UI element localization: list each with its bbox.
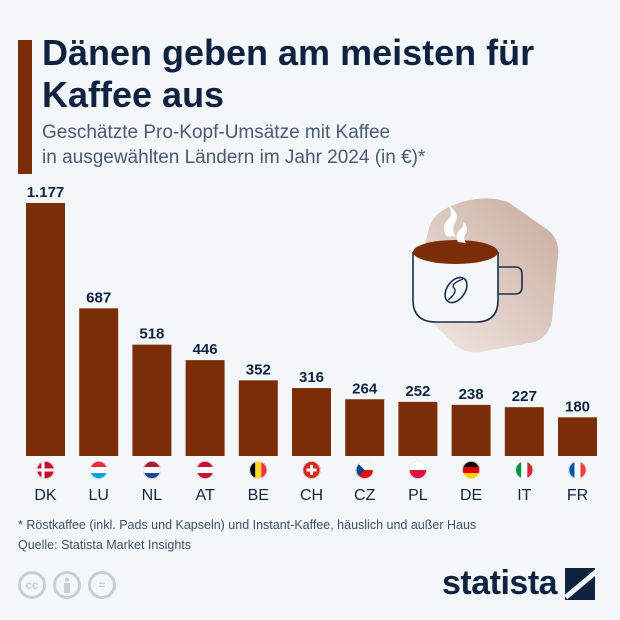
by-icon[interactable] bbox=[53, 571, 81, 599]
bar-DE bbox=[451, 404, 491, 456]
bar-IT bbox=[504, 407, 544, 456]
logo-mark-icon bbox=[565, 567, 596, 600]
bar-FR bbox=[558, 417, 597, 456]
value-label-AT: 446 bbox=[193, 341, 218, 358]
value-label-DK: 1.177 bbox=[27, 184, 65, 201]
bar-AT bbox=[185, 360, 225, 456]
category-label-DE: DE bbox=[460, 487, 482, 504]
cc-icon[interactable]: cc bbox=[18, 571, 46, 599]
logo-text: statista bbox=[442, 564, 558, 602]
footnote: * Röstkaffee (inkl. Pads und Kapseln) un… bbox=[18, 518, 477, 532]
category-label-FR: FR bbox=[567, 487, 588, 504]
value-label-NL: 518 bbox=[139, 326, 164, 343]
flag-BE-icon bbox=[249, 461, 268, 479]
value-label-CH: 316 bbox=[299, 369, 324, 386]
bar-CZ bbox=[345, 399, 385, 456]
category-label-NL: NL bbox=[142, 487, 163, 504]
coffee-bean-icon bbox=[444, 276, 468, 304]
value-label-LU: 687 bbox=[86, 289, 111, 306]
statista-logo[interactable]: statista bbox=[442, 564, 596, 603]
subtitle-line-2: in ausgewählten Ländern im Jahr 2024 (in… bbox=[42, 147, 426, 168]
value-label-BE: 352 bbox=[246, 361, 271, 378]
value-label-DE: 238 bbox=[459, 386, 484, 403]
bar-NL bbox=[132, 344, 172, 456]
bar-LU bbox=[79, 308, 119, 456]
category-label-LU: LU bbox=[88, 487, 108, 504]
bar-CH bbox=[292, 388, 331, 456]
flag-CH-icon bbox=[302, 461, 321, 479]
value-label-FR: 180 bbox=[565, 398, 590, 415]
steam-icon bbox=[443, 205, 457, 237]
category-label-CH: CH bbox=[300, 487, 323, 504]
value-label-CZ: 264 bbox=[352, 380, 378, 397]
source-line: Quelle: Statista Market Insights bbox=[18, 538, 191, 552]
bar-DK bbox=[26, 203, 65, 456]
flag-NL-icon bbox=[142, 461, 161, 479]
flag-DK-icon bbox=[36, 461, 55, 479]
category-label-DK: DK bbox=[34, 487, 57, 504]
flag-PL-icon bbox=[408, 461, 427, 479]
title-accent-bar bbox=[18, 40, 32, 174]
chart-title: Dänen geben am meisten für Kaffee aus bbox=[42, 32, 535, 115]
chart-subtitle: Geschätzte Pro-Kopf-Umsätze mit Kaffee i… bbox=[42, 120, 602, 170]
category-label-CZ: CZ bbox=[354, 487, 376, 504]
category-label-AT: AT bbox=[195, 487, 214, 504]
bar-BE bbox=[238, 380, 278, 456]
flag-CZ-icon bbox=[355, 461, 374, 479]
category-label-BE: BE bbox=[248, 487, 269, 504]
mug-handle bbox=[498, 266, 523, 295]
flag-IT-icon bbox=[515, 461, 534, 479]
coffee-cup-illustration bbox=[412, 198, 559, 353]
coffee-surface bbox=[413, 240, 498, 264]
subtitle-line-1: Geschätzte Pro-Kopf-Umsätze mit Kaffee bbox=[42, 122, 391, 143]
category-label-PL: PL bbox=[408, 487, 428, 504]
value-label-PL: 252 bbox=[405, 383, 430, 400]
flag-LU-icon bbox=[89, 461, 108, 479]
value-label-IT: 227 bbox=[512, 388, 537, 405]
category-label-IT: IT bbox=[517, 487, 531, 504]
license-icons[interactable]: cc = bbox=[18, 571, 116, 599]
mug-icon bbox=[412, 252, 499, 323]
flag-FR-icon bbox=[568, 461, 587, 479]
nd-icon[interactable]: = bbox=[88, 571, 116, 599]
bar-PL bbox=[398, 401, 438, 456]
flag-DE-icon bbox=[462, 461, 481, 479]
flag-AT-icon bbox=[196, 461, 215, 479]
